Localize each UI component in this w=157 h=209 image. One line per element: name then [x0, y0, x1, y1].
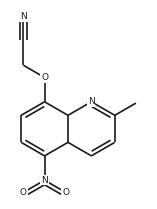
- Text: N: N: [88, 97, 95, 106]
- Text: N: N: [20, 12, 27, 21]
- Text: O: O: [62, 188, 69, 197]
- Text: O: O: [20, 188, 27, 197]
- Text: N: N: [41, 176, 48, 185]
- Text: O: O: [41, 73, 48, 82]
